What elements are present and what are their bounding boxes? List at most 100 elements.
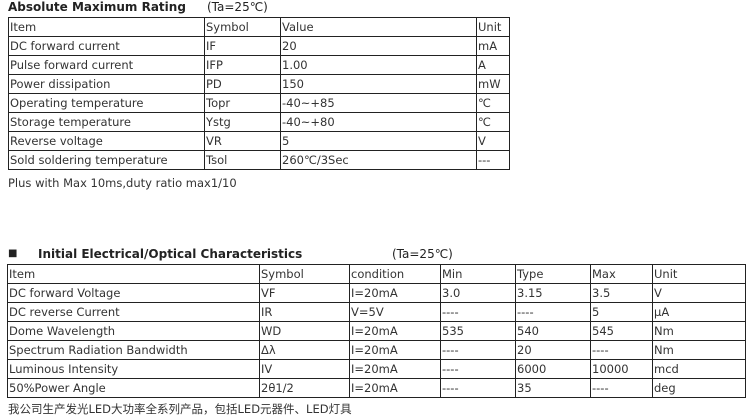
electrical-optical-table: Item Symbol condition Min Type Max Unit DC forw… [7,264,746,398]
table-cell: Spectrum Radiation Bandwidth [7,340,260,360]
table-cell: -40~+85 [280,93,477,113]
table-row: Luminous Intensity IV I=20mA ---- 6000 10000 m… [7,359,746,379]
table-cell: V [476,131,510,151]
table-cell: 5 [280,131,477,151]
table-cell: -40~+80 [280,112,477,132]
table-cell: --- [476,150,510,170]
table-cell: IR [259,302,350,322]
table-cell: mW [476,74,510,94]
table-row: Dome Wavelength WD I=20mA 535 540 545 Nm [7,321,746,341]
table-cell: ---- [440,340,516,360]
table-cell: 20 [280,36,477,56]
table-cell: Value [280,17,477,37]
table-cell: 35 [515,378,591,398]
table-cell: mcd [652,359,746,379]
table-cell: ---- [590,378,653,398]
absolute-max-rating-table: Item Symbol Value Unit DC forward current IF 2… [8,17,510,170]
table-cell: condition [349,264,441,284]
table-cell: 260℃/3Sec [280,150,477,170]
table-cell: 50%Power Angle [7,378,260,398]
table-row: Operating temperature Topr -40~+85 ℃ [8,93,510,113]
table-cell: ℃ [476,112,510,132]
table-cell: 1.00 [280,55,477,75]
table-row: Pulse forward current IFP 1.00 A [8,55,510,75]
table-cell: 10000 [590,359,653,379]
table-cell: ---- [590,340,653,360]
table-cell: DC forward current [8,36,205,56]
table-row: Spectrum Radiation Bandwidth Δλ I=20mA ----… [7,340,746,360]
table-cell: Δλ [259,340,350,360]
table-cell: WD [259,321,350,341]
table-cell: V=5V [349,302,441,322]
table-cell: 540 [515,321,591,341]
table-row: DC forward current IF 20 mA [8,36,510,56]
bullet-icon: ■ [8,248,18,259]
section1-title: Absolute Maximum Rating [8,0,186,14]
table-cell: 535 [440,321,516,341]
table-cell: IF [204,36,281,56]
table-cell: VR [204,131,281,151]
table-row: 50%Power Angle 2θ1/2 I=20mA ---- 35 ---- deg [7,378,746,398]
table-cell: Topr [204,93,281,113]
table-cell: Unit [476,17,510,37]
table-cell: I=20mA [349,378,441,398]
section2-condition: (Ta=25℃) [392,247,453,261]
table-cell: Symbol [204,17,281,37]
table-cell: ℃ [476,93,510,113]
table-cell: μA [652,302,746,322]
table-cell: Type [515,264,591,284]
table-cell: Operating temperature [8,93,205,113]
table-cell: DC forward Voltage [7,283,260,303]
table-cell: Sold soldering temperature [8,150,205,170]
table-cell: I=20mA [349,283,441,303]
table-header-row: Item Symbol condition Min Type Max Unit [7,264,746,284]
table-row: DC forward Voltage VF I=20mA 3.0 3.15 3.5 V [7,283,746,303]
table-cell: PD [204,74,281,94]
table-cell: A [476,55,510,75]
table-cell: Max [590,264,653,284]
table-cell: 3.0 [440,283,516,303]
table-cell: Dome Wavelength [7,321,260,341]
table-cell: Storage temperature [8,112,205,132]
section2-title: Initial Electrical/Optical Characteristi… [38,247,303,261]
table-header-row: Item Symbol Value Unit [8,17,510,37]
table-cell: 6000 [515,359,591,379]
table-cell: Min [440,264,516,284]
table-cell: 3.15 [515,283,591,303]
table-cell: Unit [652,264,746,284]
table-cell: I=20mA [349,359,441,379]
table-cell: Nm [652,340,746,360]
table-cell: Pulse forward current [8,55,205,75]
table-cell: ---- [515,302,591,322]
table-cell: 20 [515,340,591,360]
table-cell: I=20mA [349,340,441,360]
table-cell: 545 [590,321,653,341]
table-cell: IFP [204,55,281,75]
table-cell: IV [259,359,350,379]
table-row: Reverse voltage VR 5 V [8,131,510,151]
table-row: Storage temperature Ystg -40~+80 ℃ [8,112,510,132]
table-cell: DC reverse Current [7,302,260,322]
table-cell: I=20mA [349,321,441,341]
table-cell: deg [652,378,746,398]
table-cell: 3.5 [590,283,653,303]
table-row: DC reverse Current IR V=5V ---- ---- 5 μA [7,302,746,322]
table-row: Power dissipation PD 150 mW [8,74,510,94]
table-cell: ---- [440,302,516,322]
table-cell: Power dissipation [8,74,205,94]
table-cell: ---- [440,359,516,379]
table-cell: ---- [440,378,516,398]
table-cell: V [652,283,746,303]
table-cell: Luminous Intensity [7,359,260,379]
table-cell: Ystg [204,112,281,132]
table-row: Sold soldering temperature Tsol 260℃/3Sec -… [8,150,510,170]
table-cell: Tsol [204,150,281,170]
table-cell: 2θ1/2 [259,378,350,398]
table-cell: 5 [590,302,653,322]
section1-note: Plus with Max 10ms,duty ratio max1/10 [8,176,237,190]
table-cell: mA [476,36,510,56]
table-cell: VF [259,283,350,303]
table-cell: Item [8,17,205,37]
table-cell: Nm [652,321,746,341]
table-cell: Reverse voltage [8,131,205,151]
